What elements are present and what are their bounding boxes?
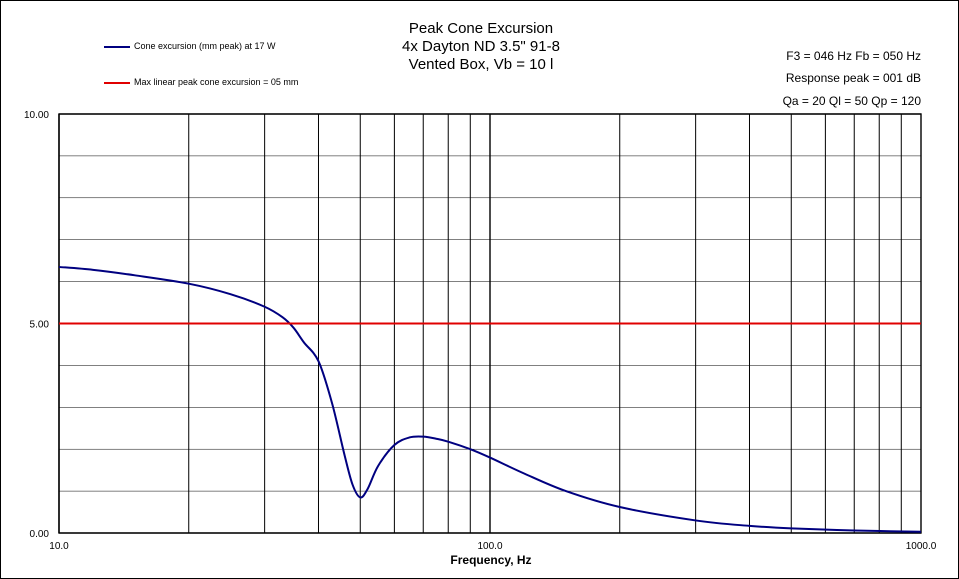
series-line-excursion (58, 265, 922, 533)
legend-swatch-limit (104, 82, 130, 84)
chart-subtitle-driver: 4x Dayton ND 3.5" 91-8 (402, 38, 560, 55)
x-tick-label: 1000.0 (906, 541, 937, 552)
chart-subtitle-box: Vented Box, Vb = 10 l (408, 56, 554, 73)
legend-label-limit: Max linear peak cone excursion = 05 mm (134, 77, 299, 87)
info-f3-fb: F3 = 046 Hz Fb = 050 Hz (786, 49, 921, 63)
y-tick-label: 10.00 (24, 110, 49, 121)
info-q-values: Qa = 20 Ql = 50 Qp = 120 (782, 94, 921, 108)
info-response-peak: Response peak = 001 dB (785, 71, 921, 85)
x-tick-label: 100.0 (477, 541, 502, 552)
chart-title: Peak Cone Excursion (408, 20, 554, 37)
series-group (58, 265, 922, 533)
y-tick-label: 5.00 (30, 320, 50, 331)
tick-labels: 0.00 5.00 10.00 10.0 100.0 1000.0 (24, 110, 937, 552)
legend-label-excursion: Cone excursion (mm peak) at 17 W (134, 41, 276, 51)
legend-swatch-excursion (104, 46, 130, 48)
y-tick-label: 0.00 (30, 529, 50, 540)
x-axis-title: Frequency, Hz (450, 553, 532, 567)
x-tick-label: 10.0 (49, 541, 69, 552)
